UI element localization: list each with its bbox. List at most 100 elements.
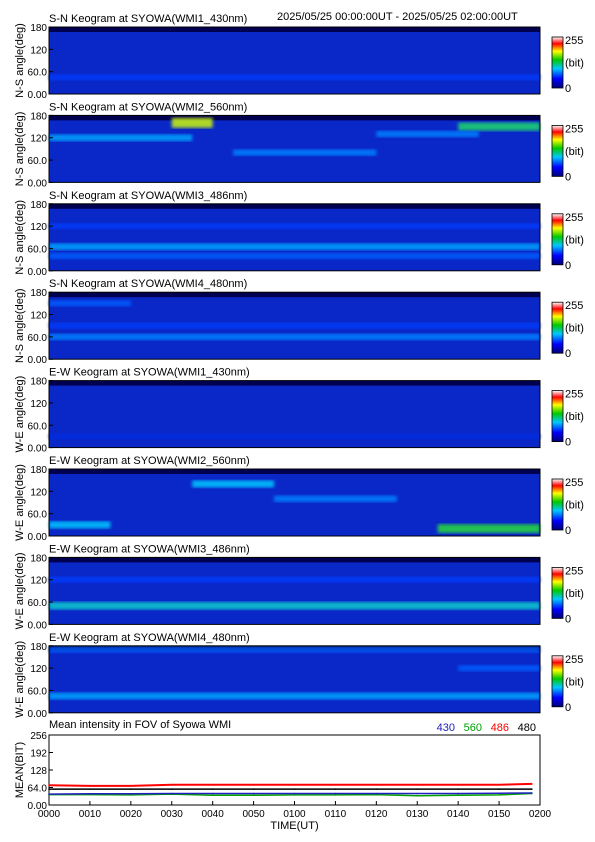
keogram-band <box>49 300 131 307</box>
panel-title: E-W Keogram at SYOWA(WMI3_486nm) <box>49 543 250 555</box>
mean-plot-title: Mean intensity in FOV of Syowa WMI <box>49 719 231 731</box>
y-tick-label: 120 <box>30 487 47 498</box>
colorbar-unit-label: (bit) <box>565 146 584 158</box>
y-axis-label: N-S angle(deg) <box>14 288 26 363</box>
legend-entry: 486 <box>491 722 509 734</box>
panel-title: S-N Keogram at SYOWA(WMI4_480nm) <box>49 278 247 290</box>
panel-title: S-N Keogram at SYOWA(WMI2_560nm) <box>49 101 247 113</box>
y-tick-label: 60.0 <box>28 421 48 432</box>
keogram-band <box>376 130 479 138</box>
keogram-band <box>171 117 213 128</box>
legend-entry: 560 <box>464 722 482 734</box>
colorbar-unit-label: (bit) <box>565 500 584 512</box>
panel-frame <box>48 556 541 625</box>
keogram-band <box>458 665 540 672</box>
y-tick-label: 0.00 <box>28 90 48 101</box>
data-point <box>293 794 296 796</box>
y-tick-label: 0.00 <box>28 709 48 720</box>
data-point <box>334 794 337 796</box>
data-point <box>130 788 132 790</box>
colorbar <box>551 213 564 266</box>
data-point <box>416 792 419 795</box>
keogram-band <box>49 576 540 583</box>
time-range: 2025/05/25 00:00:00UT - 2025/05/25 02:00… <box>277 11 518 23</box>
data-point <box>531 783 533 785</box>
data-point <box>416 788 419 790</box>
series-line-430 <box>48 792 532 795</box>
x-tick-label: 0000 <box>38 809 61 820</box>
x-tick-label: 0120 <box>365 809 388 820</box>
colorbar <box>551 390 564 443</box>
keogram-panel: E-W Keogram at SYOWA(WMI4_480nm) W-E angl… <box>14 632 584 720</box>
keogram-panel: S-N Keogram at SYOWA(WMI2_560nm) N-S angl… <box>14 101 584 189</box>
colorbar-max-label: 255 <box>565 389 583 401</box>
data-point <box>48 788 50 790</box>
y-tick-label: 120 <box>30 399 47 410</box>
data-point <box>498 788 500 790</box>
keogram-panel: S-N Keogram at SYOWA(WMI1_430nm) N-S angl… <box>14 13 584 101</box>
y-tick-label: 180 <box>30 111 47 122</box>
data-point <box>457 783 459 786</box>
x-tick-label: 0130 <box>406 809 429 820</box>
y-tick-label: 120 <box>30 222 47 233</box>
y-tick-label: 120 <box>30 134 47 145</box>
data-point <box>211 783 214 786</box>
data-point <box>293 788 296 790</box>
y-tick-label: 0.00 <box>28 267 48 278</box>
colorbar <box>551 36 564 89</box>
colorbar-unit-label: (bit) <box>565 588 584 600</box>
y-tick-label: 0.00 <box>28 620 48 631</box>
data-point <box>457 792 459 795</box>
y-tick-label: 64.0 <box>28 784 48 795</box>
keogram-panel: E-W Keogram at SYOWA(WMI3_486nm) W-E angl… <box>14 543 584 631</box>
colorbar-unit-label: (bit) <box>565 323 584 335</box>
keogram-band <box>49 252 540 259</box>
y-tick-label: 60.0 <box>28 244 48 255</box>
data-point <box>252 783 255 786</box>
colorbar-unit-label: (bit) <box>565 676 584 688</box>
x-tick-label: 0050 <box>242 809 265 820</box>
data-point <box>252 788 255 790</box>
data-point <box>89 792 91 795</box>
colorbar-min-label: 0 <box>565 348 571 360</box>
colorbar-unit-label: (bit) <box>565 411 584 423</box>
keogram-top-edge <box>49 557 540 563</box>
data-point <box>130 792 132 795</box>
x-tick-label: 0030 <box>161 809 184 820</box>
colorbar-min-label: 0 <box>565 702 571 714</box>
data-point <box>416 783 419 786</box>
keogram-band <box>49 74 540 81</box>
keogram-band <box>49 223 540 229</box>
keogram-panel: S-N Keogram at SYOWA(WMI3_486nm) N-S angl… <box>14 190 584 278</box>
data-point <box>334 783 337 786</box>
colorbar-max-label: 255 <box>565 300 583 312</box>
y-tick-label: 60.0 <box>28 156 48 167</box>
x-axis-label: TIME(UT) <box>270 820 318 832</box>
y-tick-label: 256 <box>30 731 47 742</box>
keogram-panel: E-W Keogram at SYOWA(WMI2_560nm) W-E angl… <box>14 455 584 543</box>
panel-frame <box>48 114 541 183</box>
data-point <box>170 788 173 790</box>
keogram-top-edge <box>49 115 540 121</box>
keogram-band <box>49 433 540 440</box>
legend-entry: 430 <box>437 722 455 734</box>
colorbar-min-label: 0 <box>565 525 571 537</box>
data-point <box>252 794 255 796</box>
colorbar-min-label: 0 <box>565 260 571 272</box>
y-tick-label: 180 <box>30 288 47 299</box>
colorbar-max-label: 255 <box>565 35 583 47</box>
keogram-band <box>49 134 193 142</box>
y-tick-label: 180 <box>30 200 47 211</box>
keogram-band <box>49 601 540 610</box>
y-tick-label: 0.00 <box>28 355 48 366</box>
data-point <box>252 792 255 795</box>
colorbar-min-label: 0 <box>565 171 571 183</box>
keogram-band <box>49 646 540 653</box>
y-tick-label: 60.0 <box>28 686 48 697</box>
colorbar <box>551 655 564 708</box>
x-tick-label: 0020 <box>120 809 143 820</box>
legend-entry: 480 <box>518 722 536 734</box>
keogram-band <box>274 495 397 502</box>
keogram-band <box>49 243 540 251</box>
